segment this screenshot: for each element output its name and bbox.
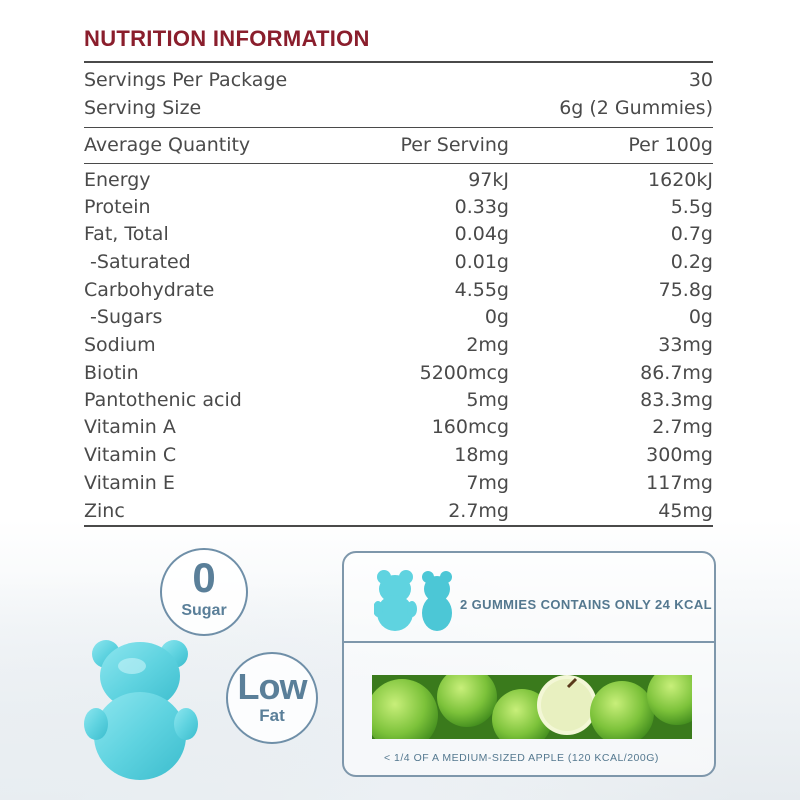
nutrient-per-100g: 0.7g — [670, 223, 713, 245]
nutrient-row: Carbohydrate 4.55g 75.8g — [84, 277, 713, 303]
serving-size-value: 6g (2 Gummies) — [559, 97, 713, 119]
nutrient-per-100g: 2.7mg — [652, 416, 713, 438]
nutrient-row: Sodium 2mg 33mg — [84, 332, 713, 358]
nutrient-per-100g: 117mg — [646, 472, 713, 494]
nutrient-per-serving: 0.01g — [454, 251, 509, 273]
nutrient-row: Protein 0.33g 5.5g — [84, 194, 713, 220]
calorie-info-panel: 2 GUMMIES CONTAINS ONLY 24 KCAL < 1/4 OF… — [342, 551, 716, 777]
nutrient-row: Pantothenic acid 5mg 83.3mg — [84, 387, 713, 413]
nutrient-name: Biotin — [84, 362, 139, 384]
nutrient-name: -Sugars — [84, 306, 163, 328]
nutrient-row: Zinc 2.7mg 45mg — [84, 498, 713, 524]
nutrient-row: Vitamin A 160mcg 2.7mg — [84, 414, 713, 440]
nutrient-name: Carbohydrate — [84, 279, 215, 301]
calorie-text: 2 GUMMIES CONTAINS ONLY 24 KCAL — [460, 597, 712, 612]
servings-per-package-value: 30 — [688, 69, 713, 91]
nutrient-per-serving: 7mg — [466, 472, 509, 494]
nutrient-name: Fat, Total — [84, 223, 169, 245]
nutrient-name: Vitamin C — [84, 444, 177, 466]
nutrient-name: -Saturated — [84, 251, 191, 273]
nutrient-per-serving: 0.04g — [454, 223, 509, 245]
low-fat-word: Low — [237, 666, 308, 707]
nutrient-per-serving: 0.33g — [454, 196, 509, 218]
nutrient-row: Energy 97kJ 1620kJ — [84, 167, 713, 193]
nutrient-name: Vitamin E — [84, 472, 175, 494]
nutrient-per-100g: 83.3mg — [640, 389, 713, 411]
nutrient-per-serving: 2mg — [466, 334, 509, 356]
green-apples-icon — [372, 675, 692, 739]
zero-sugar-label: Sugar — [181, 602, 227, 619]
nutrient-row: Vitamin E 7mg 117mg — [84, 470, 713, 496]
nutrient-per-100g: 45mg — [658, 500, 713, 522]
servings-per-package-row: Servings Per Package 30 — [84, 67, 713, 93]
servings-per-package-label: Servings Per Package — [84, 69, 288, 91]
panel-divider — [344, 641, 714, 643]
divider-top — [84, 61, 713, 63]
nutrient-per-serving: 0g — [484, 306, 509, 328]
nutrient-per-100g: 300mg — [646, 444, 713, 466]
nutrient-name: Vitamin A — [84, 416, 176, 438]
header-per-serving: Per Serving — [400, 134, 509, 156]
header-average-quantity: Average Quantity — [84, 134, 251, 156]
nutrient-name: Zinc — [84, 500, 125, 522]
low-fat-label: Fat — [259, 706, 285, 725]
two-gummies-icon — [374, 570, 452, 631]
zero-sugar-number: 0 — [192, 554, 216, 601]
page-title: NUTRITION INFORMATION — [84, 26, 370, 51]
nutrient-per-100g: 75.8g — [658, 279, 713, 301]
low-fat-badge: Low Fat — [226, 652, 318, 744]
zero-sugar-badge: 0 Sugar — [160, 548, 248, 636]
nutrient-per-serving: 160mcg — [431, 416, 509, 438]
nutrient-per-100g: 0.2g — [670, 251, 713, 273]
nutrient-per-serving: 5mg — [466, 389, 509, 411]
nutrient-per-100g: 1620kJ — [648, 169, 713, 191]
gummy-bear-icon — [84, 640, 198, 780]
header-per-100g: Per 100g — [628, 134, 713, 156]
nutrient-per-100g: 0g — [688, 306, 713, 328]
table-header-row: Average Quantity Per Serving Per 100g — [84, 132, 713, 158]
nutrient-per-100g: 86.7mg — [640, 362, 713, 384]
serving-size-row: Serving Size 6g (2 Gummies) — [84, 95, 713, 121]
apple-comparison-text: < 1/4 OF A MEDIUM-SIZED APPLE (120 KCAL/… — [384, 752, 659, 764]
nutrient-name: Protein — [84, 196, 151, 218]
nutrient-per-serving: 2.7mg — [448, 500, 509, 522]
nutrient-row: Fat, Total 0.04g 0.7g — [84, 221, 713, 247]
divider-serving — [84, 127, 713, 128]
divider-header — [84, 163, 713, 164]
nutrient-per-serving: 97kJ — [468, 169, 509, 191]
nutrient-per-serving: 4.55g — [454, 279, 509, 301]
nutrient-row: -Sugars 0g 0g — [84, 304, 713, 330]
nutrient-per-100g: 33mg — [658, 334, 713, 356]
nutrient-name: Energy — [84, 169, 151, 191]
nutrient-row: -Saturated 0.01g 0.2g — [84, 249, 713, 275]
nutrient-row: Vitamin C 18mg 300mg — [84, 442, 713, 468]
divider-bottom — [84, 525, 713, 527]
nutrient-per-100g: 5.5g — [670, 196, 713, 218]
nutrient-row: Biotin 5200mcg 86.7mg — [84, 360, 713, 386]
nutrient-name: Sodium — [84, 334, 156, 356]
nutrient-per-serving: 18mg — [454, 444, 509, 466]
nutrient-name: Pantothenic acid — [84, 389, 242, 411]
nutrient-per-serving: 5200mcg — [419, 362, 509, 384]
serving-size-label: Serving Size — [84, 97, 202, 119]
